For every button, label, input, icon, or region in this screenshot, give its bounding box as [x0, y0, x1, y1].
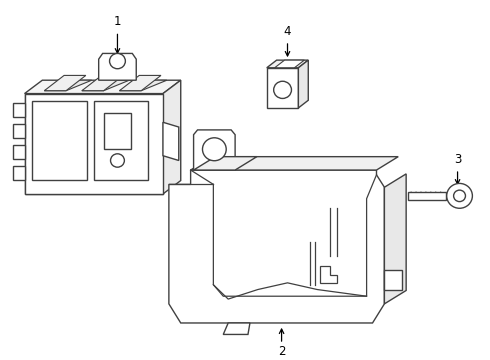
Polygon shape: [24, 94, 163, 194]
Text: 1: 1: [114, 15, 121, 28]
Polygon shape: [13, 124, 24, 138]
Polygon shape: [275, 60, 304, 68]
Polygon shape: [13, 166, 24, 180]
Polygon shape: [191, 157, 398, 170]
Text: 2: 2: [278, 345, 285, 358]
Polygon shape: [163, 122, 179, 161]
Polygon shape: [384, 270, 402, 289]
Circle shape: [110, 53, 125, 69]
Polygon shape: [267, 68, 298, 108]
Polygon shape: [44, 80, 92, 91]
Polygon shape: [169, 170, 384, 323]
Circle shape: [202, 138, 226, 161]
Polygon shape: [13, 145, 24, 158]
Polygon shape: [120, 80, 167, 91]
Polygon shape: [120, 75, 161, 91]
Circle shape: [111, 154, 124, 167]
Polygon shape: [24, 80, 181, 94]
Polygon shape: [223, 323, 250, 334]
Polygon shape: [408, 192, 446, 200]
Text: 4: 4: [284, 25, 291, 38]
Text: 3: 3: [454, 153, 461, 166]
Polygon shape: [13, 103, 24, 117]
Polygon shape: [194, 157, 257, 170]
Circle shape: [274, 81, 292, 98]
Polygon shape: [320, 266, 337, 283]
Polygon shape: [384, 174, 406, 304]
Polygon shape: [24, 94, 163, 194]
Polygon shape: [298, 60, 308, 108]
Polygon shape: [44, 75, 86, 91]
Polygon shape: [194, 130, 235, 170]
Polygon shape: [82, 80, 129, 91]
Polygon shape: [103, 113, 131, 149]
Polygon shape: [98, 53, 136, 80]
Polygon shape: [32, 101, 87, 180]
Polygon shape: [82, 75, 123, 91]
Circle shape: [447, 184, 472, 208]
Polygon shape: [94, 101, 148, 180]
Polygon shape: [267, 60, 308, 68]
Polygon shape: [163, 80, 181, 194]
Circle shape: [454, 190, 465, 202]
